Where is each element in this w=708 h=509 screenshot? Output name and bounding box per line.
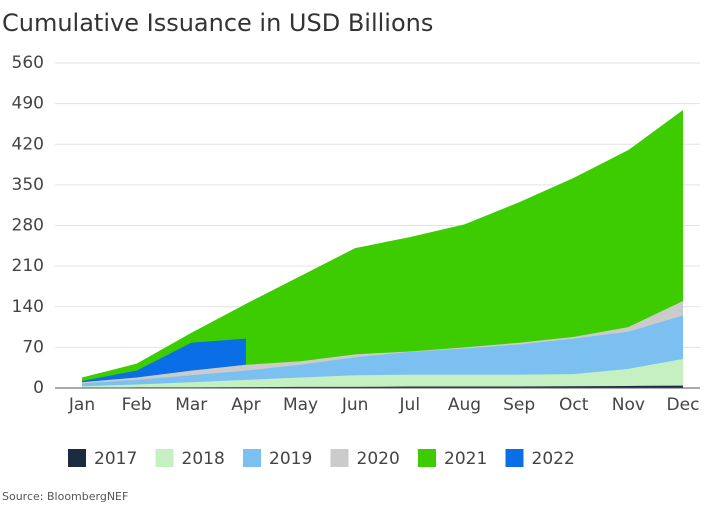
source: Source: BloombergNEF [2, 490, 128, 503]
y-tick-label: 210 [12, 256, 44, 276]
x-tick-label: Aug [448, 395, 481, 415]
y-tick-label: 0 [33, 378, 44, 398]
y-tick-label: 350 [12, 175, 44, 195]
x-tick-label: Sep [503, 395, 535, 415]
legend-swatch [418, 449, 436, 467]
y-tick-label: 490 [12, 94, 44, 114]
y-tick-label: 70 [22, 337, 44, 357]
legend-label: 2022 [532, 449, 575, 469]
legend-swatch [155, 449, 174, 467]
legend-label: 2021 [444, 449, 487, 469]
y-tick-label: 560 [12, 53, 44, 73]
legend-label: 2020 [357, 449, 400, 469]
y-tick-label: 420 [12, 134, 44, 154]
y-tick-label: 280 [12, 216, 44, 236]
legend-swatch [243, 449, 261, 467]
x-tick-label: Jul [399, 395, 421, 415]
legend-swatch [68, 449, 86, 467]
x-tick-label: Oct [559, 395, 589, 415]
area [82, 110, 683, 389]
x-tick-label: Mar [175, 395, 207, 415]
area [82, 358, 683, 388]
chart-title: Cumulative Issuance in USD Billions [2, 9, 433, 37]
x-tick-label: Nov [612, 395, 645, 415]
area [82, 385, 683, 388]
x-tick-label: Dec [667, 395, 700, 415]
x-tick-label: Apr [231, 395, 260, 415]
legend-label: 2018 [182, 449, 225, 469]
y-tick-label: 140 [12, 297, 44, 317]
legend-label: 2017 [94, 449, 137, 469]
legend-swatch [330, 449, 349, 467]
legend-label: 2019 [269, 449, 312, 469]
legend-swatch [505, 449, 524, 467]
area [82, 315, 683, 388]
x-tick-label: Jun [341, 395, 369, 415]
x-tick-label: Jan [68, 395, 95, 415]
x-tick-label: Feb [122, 395, 152, 415]
x-tick-label: May [283, 395, 318, 415]
